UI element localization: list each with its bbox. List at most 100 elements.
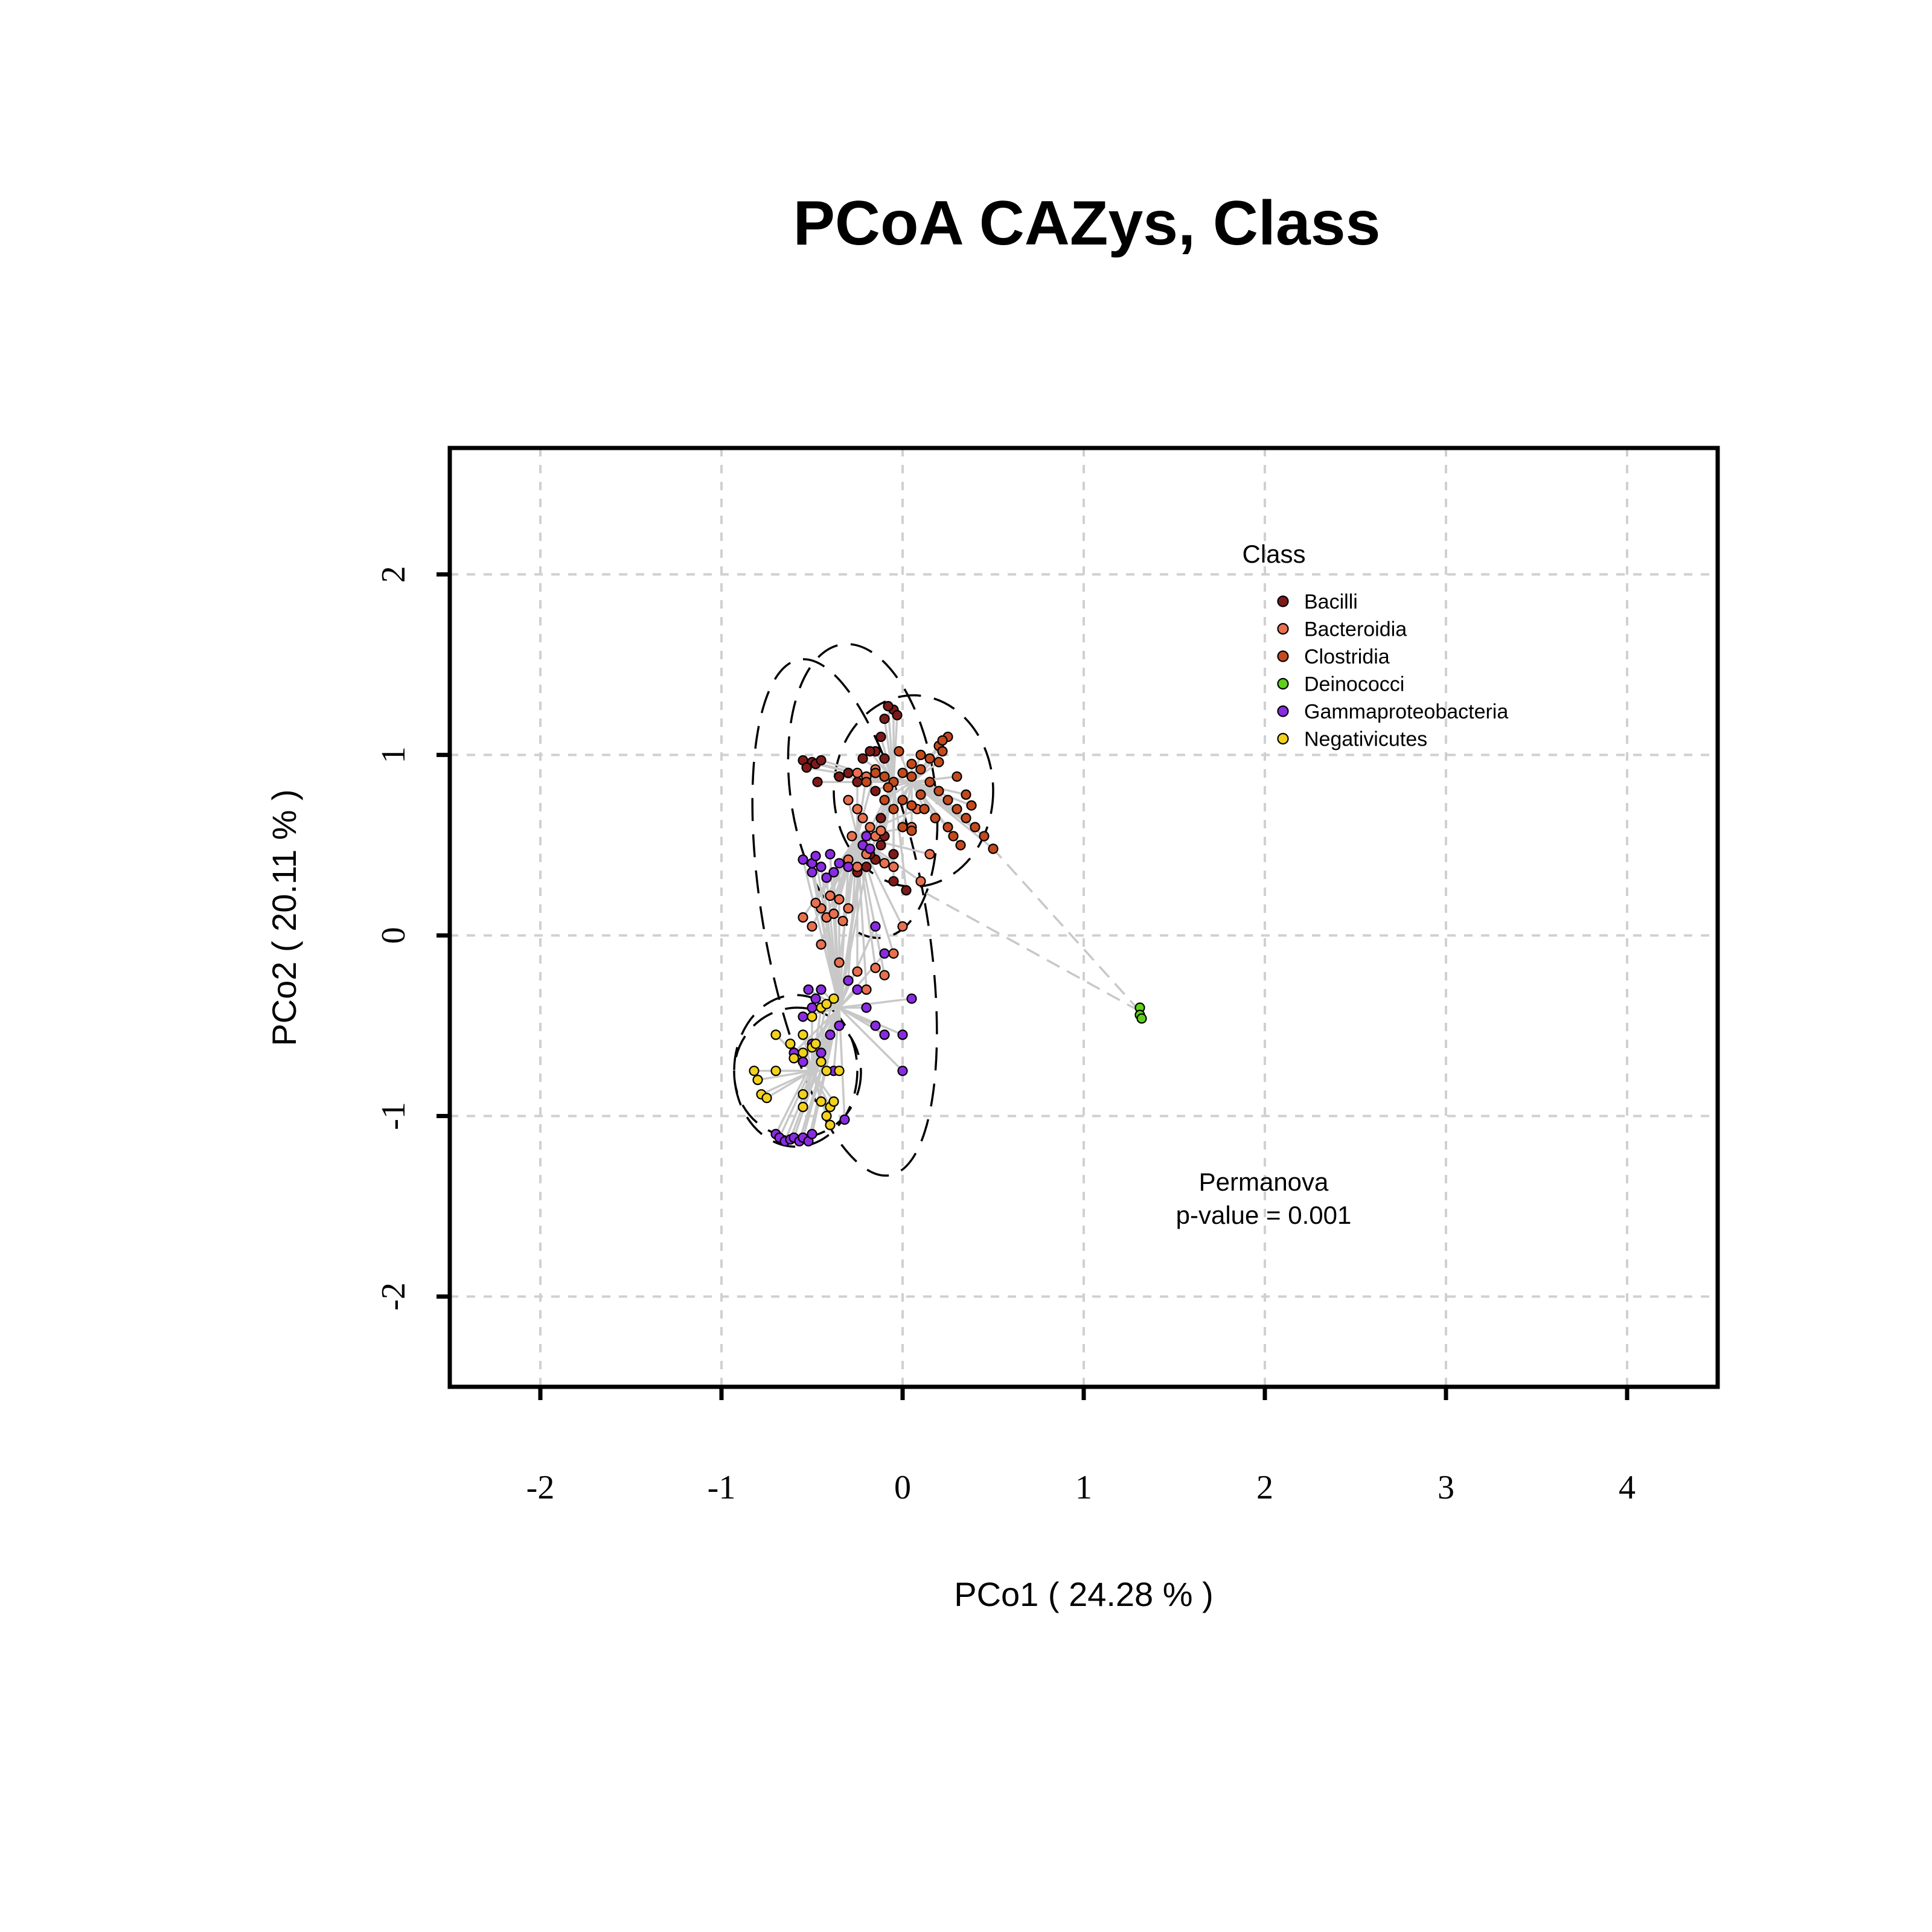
spider-line xyxy=(802,859,840,1008)
point-bacteroidia xyxy=(816,939,827,950)
point-bacteroidia xyxy=(834,957,845,968)
legend-marker-clostridia xyxy=(1277,650,1289,662)
point-clostridia xyxy=(942,795,953,805)
point-bacteroidia xyxy=(857,813,868,824)
spider-line xyxy=(802,1070,813,1107)
point-clostridia xyxy=(897,822,908,833)
point-negativicutes xyxy=(821,1110,832,1122)
legend: Class Bacilli Bacteroidia Clostridia Deinoc… xyxy=(1242,540,1508,751)
point-clostridia xyxy=(961,789,971,800)
point-clostridia xyxy=(970,822,980,833)
point-negativicutes xyxy=(761,1092,772,1104)
point-clostridia xyxy=(915,764,926,775)
point-gammaproteobacteria xyxy=(843,975,854,986)
point-bacilli xyxy=(875,731,886,743)
spider-line xyxy=(839,997,912,1009)
point-bacilli xyxy=(834,771,845,782)
point-gammaproteobacteria xyxy=(807,1002,817,1013)
axes: -2 -1 0 1 2 3 4 -2 -1 0 1 2 xyxy=(375,566,1636,1506)
point-clostridia xyxy=(933,756,944,767)
point-gammaproteobacteria xyxy=(870,1020,881,1031)
spider-line xyxy=(793,1006,840,1054)
point-gammaproteobacteria xyxy=(807,867,817,878)
legend-marker-gammaproteobacteria xyxy=(1277,705,1289,717)
point-bacilli xyxy=(892,709,903,721)
point-bacteroidia xyxy=(798,912,808,923)
point-gammaproteobacteria xyxy=(879,948,890,959)
point-negativicutes xyxy=(798,1029,808,1040)
point-bacilli xyxy=(801,762,812,773)
y-tick-label: -2 xyxy=(375,1282,412,1311)
point-bacteroidia xyxy=(865,822,875,833)
point-bacteroidia xyxy=(852,767,863,778)
point-bacteroidia xyxy=(810,897,821,909)
spider-line xyxy=(910,781,936,819)
point-gammaproteobacteria xyxy=(803,984,814,995)
point-clostridia xyxy=(870,767,881,778)
spider-line xyxy=(856,835,922,883)
x-tick-label: 3 xyxy=(1438,1469,1454,1506)
chart-title: PCoA CAZys, Class xyxy=(793,188,1381,258)
point-gammaproteobacteria xyxy=(861,1002,872,1013)
point-clostridia xyxy=(906,825,917,836)
point-gammaproteobacteria xyxy=(825,1029,836,1040)
point-bacteroidia xyxy=(915,876,926,887)
annotation-line-2: p-value = 0.001 xyxy=(1176,1201,1352,1229)
point-gammaproteobacteria xyxy=(816,1048,827,1058)
spider-line xyxy=(856,836,868,990)
point-bacilli xyxy=(888,876,899,887)
point-clostridia xyxy=(924,753,935,764)
point-bacilli xyxy=(812,776,823,787)
point-bacilli xyxy=(870,785,881,796)
point-negativicutes xyxy=(752,1075,763,1086)
legend-label-bacteroidia: Bacteroidia xyxy=(1304,618,1407,641)
point-gammaproteobacteria xyxy=(852,984,863,995)
spider-line xyxy=(838,953,886,1009)
point-negativicutes xyxy=(816,1096,827,1107)
point-gammaproteobacteria xyxy=(810,993,821,1004)
ellipse-bacteroidia xyxy=(751,658,938,1177)
point-clostridia xyxy=(948,831,959,842)
point-gammaproteobacteria xyxy=(798,854,808,865)
point-bacteroidia xyxy=(888,862,899,872)
legend-label-negativicutes: Negativicutes xyxy=(1304,728,1427,751)
point-clostridia xyxy=(952,771,962,782)
y-tick-label: 0 xyxy=(375,927,412,944)
point-bacteroidia xyxy=(879,970,890,980)
point-clostridia xyxy=(888,804,899,814)
point-gammaproteobacteria xyxy=(897,1029,908,1040)
point-clostridia xyxy=(942,822,953,833)
point-bacteroidia xyxy=(897,921,908,932)
point-bacteroidia xyxy=(888,948,899,959)
legend-marker-deinococci xyxy=(1277,677,1289,690)
y-tick-label: -1 xyxy=(375,1102,412,1130)
point-clostridia xyxy=(961,813,971,824)
point-gammaproteobacteria xyxy=(798,1011,808,1022)
x-tick-label: 4 xyxy=(1619,1469,1636,1506)
legend-label-deinococci: Deinococci xyxy=(1304,673,1404,696)
spider-line xyxy=(884,781,912,801)
point-negativicutes xyxy=(828,1096,839,1107)
point-bacilli xyxy=(883,701,894,712)
point-negativicutes xyxy=(816,1057,827,1067)
point-clostridia xyxy=(988,843,999,854)
point-clostridia xyxy=(915,789,926,800)
legend-label-bacilli: Bacilli xyxy=(1304,590,1358,613)
point-bacilli xyxy=(879,713,890,724)
y-tick-label: 2 xyxy=(375,566,412,583)
point-bacilli xyxy=(857,753,868,764)
point-bacteroidia xyxy=(870,962,881,973)
point-gammaproteobacteria xyxy=(798,1057,808,1067)
point-clostridia xyxy=(979,831,990,842)
x-tick-label: -2 xyxy=(526,1469,555,1506)
point-bacteroidia xyxy=(924,849,935,860)
point-clostridia xyxy=(883,782,894,793)
point-gammaproteobacteria xyxy=(879,1029,890,1040)
point-clostridia xyxy=(906,758,917,769)
point-bacteroidia xyxy=(852,966,863,977)
point-bacteroidia xyxy=(828,908,839,920)
point-negativicutes xyxy=(821,999,832,1009)
legend-title: Class xyxy=(1242,540,1305,568)
